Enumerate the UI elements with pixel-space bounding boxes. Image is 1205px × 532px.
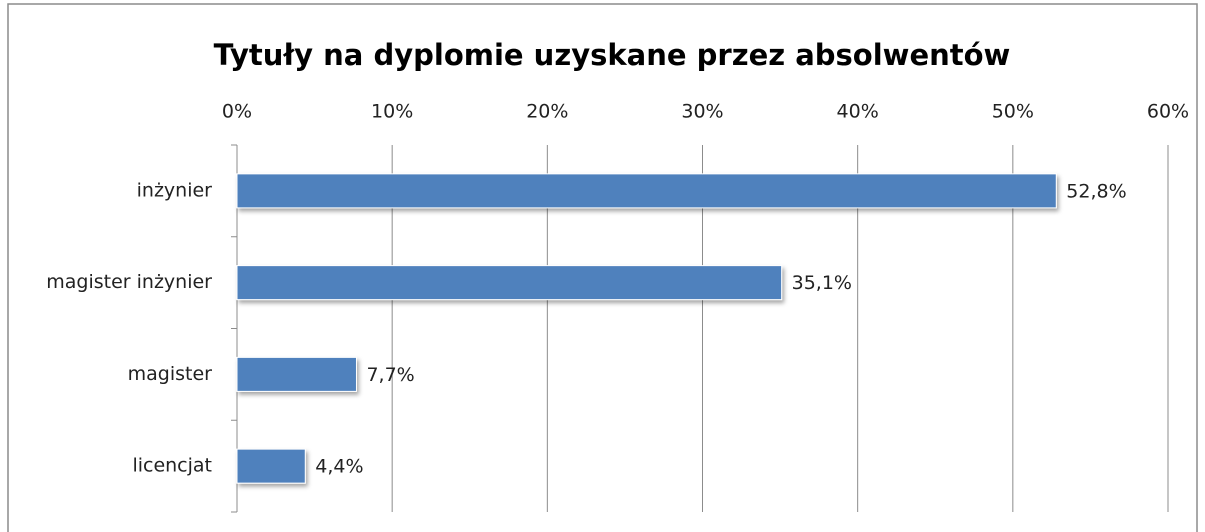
data-label: 4,4% <box>315 456 363 478</box>
y-tick-label: inżynier <box>137 179 213 201</box>
x-tick-label: 0% <box>222 101 252 123</box>
bar <box>236 265 783 301</box>
bar <box>236 173 1057 209</box>
y-tick-label: licencjat <box>132 455 212 477</box>
data-label: 35,1% <box>792 272 852 294</box>
chart-title: Tytuły na dyplomie uzyskane przez absolw… <box>214 38 1011 72</box>
y-tick-label: magister <box>128 363 213 385</box>
data-label: 7,7% <box>366 364 414 386</box>
x-tick-label: 50% <box>992 101 1034 123</box>
x-tick-label: 60% <box>1147 101 1189 123</box>
bar <box>236 448 306 484</box>
x-tick-label: 20% <box>526 101 568 123</box>
x-tick-label: 30% <box>681 101 723 123</box>
x-tick-label: 10% <box>371 101 413 123</box>
bar <box>236 356 357 392</box>
y-tick-label: magister inżynier <box>46 271 212 293</box>
data-label: 52,8% <box>1066 180 1126 202</box>
x-tick-label: 40% <box>837 101 879 123</box>
